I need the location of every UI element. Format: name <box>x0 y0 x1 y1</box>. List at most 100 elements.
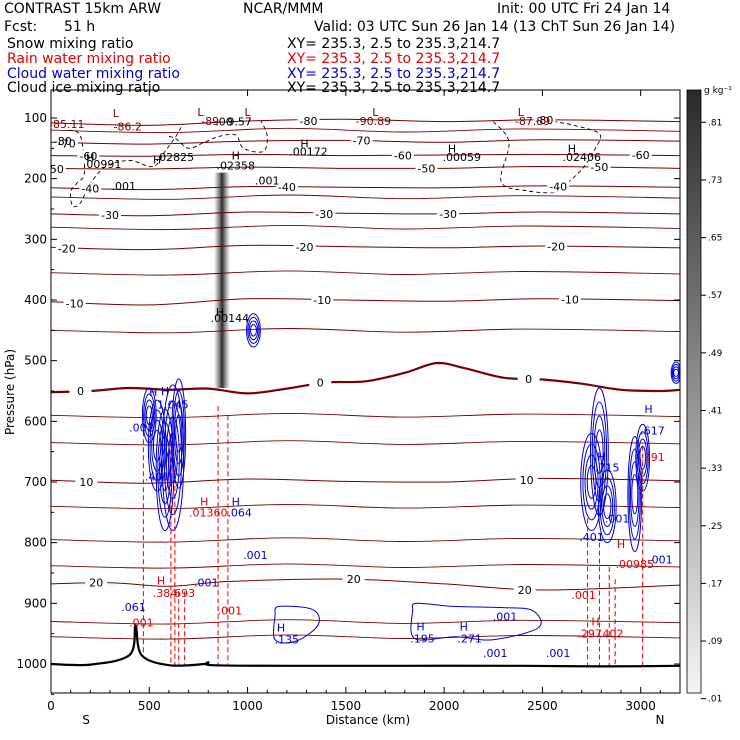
cloud-ice-contour <box>492 121 602 194</box>
isotherm-label: 10 <box>79 476 93 489</box>
isotherm-line-extra <box>51 634 680 640</box>
x-tick-label: 1000 <box>232 699 263 713</box>
field-xy-cloud-ice: XY= 235.3, 2.5 to 235.3,214.7 <box>287 80 501 96</box>
colorbar-label: .49 <box>708 349 723 359</box>
contour-annotation: H <box>591 616 599 629</box>
y-tick-label: 900 <box>24 596 47 610</box>
contour-annotation: .001 <box>129 617 154 630</box>
y-axis-label: Pressure (hPa) <box>3 349 17 435</box>
contour-annotation: L <box>372 106 379 119</box>
isotherm-label: -60 <box>79 150 97 163</box>
x-tick-label: 1500 <box>331 699 362 713</box>
fcst-label: Fcst: <box>4 19 38 35</box>
contour-annotation: .791 <box>640 451 665 464</box>
isotherm-label-bg <box>313 207 336 220</box>
isotherm-label-bg <box>558 293 581 306</box>
contour-annotation: H <box>448 142 456 155</box>
contour-annotation: .715 <box>595 461 620 474</box>
cloud-water-contour <box>173 402 184 465</box>
fcst-value: 51 h <box>64 19 96 35</box>
contour-annotation: .001 <box>571 589 596 602</box>
cloud-water-contour <box>671 364 680 382</box>
isotherm-label: -10 <box>313 294 331 307</box>
isotherm-line-extra <box>51 412 680 419</box>
isotherm-label: -30 <box>101 209 119 222</box>
isotherm-line <box>51 298 680 306</box>
contour-annotation: .135 <box>275 634 300 647</box>
isotherm-line-extra <box>51 537 680 543</box>
contour-annotation: H <box>300 137 308 150</box>
contour-annotation: .297 <box>577 628 602 641</box>
isotherm-label: 20 <box>347 573 361 586</box>
cloud-water-contour <box>601 485 614 528</box>
isotherm-line-extra <box>51 563 680 569</box>
isotherm-label: -30 <box>315 208 333 221</box>
terrain-surface-line <box>51 624 680 668</box>
contour-annotation: -80 <box>54 135 72 148</box>
isotherm-label: -10 <box>561 293 579 306</box>
model-title: CONTRAST 15km ARW <box>4 1 162 17</box>
isotherm-label-bg <box>629 149 652 162</box>
cloud-water-contour <box>586 464 597 500</box>
cloud-water-contour <box>247 316 260 344</box>
isotherm-line-extra <box>51 194 680 200</box>
cloud-water-contour <box>143 393 156 438</box>
isotherm-label-bg <box>415 162 438 175</box>
contour-annotation: H <box>416 620 424 633</box>
contour-annotation: .00985 <box>616 558 655 571</box>
contour-annotation: .061 <box>121 601 146 614</box>
cloud-water-contour <box>595 429 604 474</box>
y-tick-label: 600 <box>24 414 47 428</box>
isotherm-label-bg <box>69 385 92 397</box>
contour-annotation: H <box>232 150 240 163</box>
isotherm-label: -20 <box>547 241 565 254</box>
isotherm-label-bg <box>75 476 98 488</box>
isotherm-line-extra <box>51 224 680 231</box>
isotherm-label-bg <box>391 149 414 162</box>
contour-annotation: .00991 <box>83 158 122 171</box>
field-name-cloud-water: Cloud water mixing ratio <box>7 66 180 82</box>
contour-annotation: .02825 <box>156 151 195 164</box>
isotherm-line <box>51 165 680 170</box>
isotherm-label-bg <box>55 137 78 150</box>
cloud-water-contour <box>410 602 542 641</box>
contour-annotation: L <box>113 107 120 120</box>
isotherm-label-bg <box>55 242 78 255</box>
contour-annotation: 9.57 <box>227 116 252 129</box>
contour-annotation: 1.045 <box>157 398 189 411</box>
contour-annotation: .00172 <box>289 145 328 158</box>
cloud-water-contour <box>157 422 173 518</box>
cloud-water-contour <box>629 461 640 527</box>
contour-annotation: -90.89 <box>356 115 391 128</box>
contour-annotation: .195 <box>410 633 435 646</box>
y-tick-label: 200 <box>24 172 47 186</box>
x-tick-label: 500 <box>138 699 161 713</box>
cloud-water-contour <box>637 438 648 477</box>
contour-annotation: .02406 <box>562 151 601 164</box>
contour-annotation: H <box>157 574 165 587</box>
contour-annotation: L <box>244 106 251 119</box>
isotherm-label: -20 <box>58 242 76 255</box>
isotherm-label-bg <box>515 474 538 487</box>
isotherm-label: -40 <box>81 182 99 195</box>
contour-annotation: H <box>277 622 285 635</box>
isotherm-label-bg <box>437 207 460 220</box>
x-tick-label: 3000 <box>625 699 656 713</box>
contour-annotation: .401 <box>579 531 604 544</box>
isotherm-line <box>51 578 680 591</box>
isotherm-label: -60 <box>632 149 650 162</box>
isotherm-line-extra <box>51 127 680 134</box>
cloud-water-contour <box>603 493 612 520</box>
colorbar-label: .65 <box>708 234 722 244</box>
cloud-water-contour <box>597 469 617 544</box>
contour-annotation: .064 <box>227 506 252 519</box>
cloud-water-contour <box>590 387 609 516</box>
contour-annotation: .001 <box>129 421 154 434</box>
colorbar-label: .25 <box>708 522 722 532</box>
cloud-water-contour <box>628 448 641 540</box>
contour-annotation: .00144 <box>211 312 250 325</box>
contour-annotation: .02358 <box>217 159 256 172</box>
isotherm-label-bg <box>77 150 100 163</box>
colorbar-label: .41 <box>708 407 722 417</box>
